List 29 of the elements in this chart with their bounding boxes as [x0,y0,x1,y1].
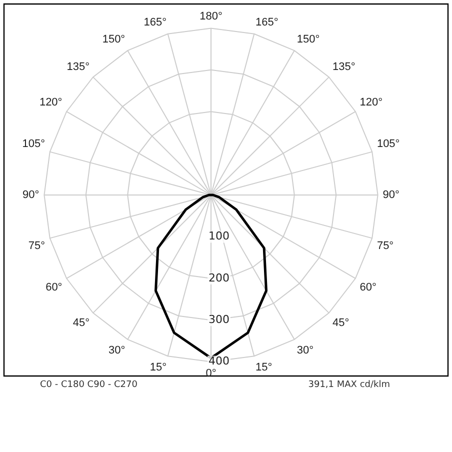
spoke-label: 60° [46,282,62,294]
spoke-label: 45° [332,317,350,330]
spoke-label: 15° [150,362,167,374]
spoke-label: 15° [255,362,272,374]
y-tick-label: 400 [208,354,230,368]
spoke-label: 75° [376,240,394,252]
spoke-label: 75° [28,240,46,252]
text: C0 - C180 C90 - C270 [40,380,138,390]
y-tick-label: 200 [208,271,230,284]
spoke-label: 120° [39,96,62,109]
y-tick-label: 300 [208,312,230,326]
spoke-label: 105° [22,138,46,150]
spoke-label: 135° [66,60,90,73]
text: 391,1 MAX cd/klm [308,380,390,390]
spoke-label: 180° [200,10,222,23]
spoke-label: 150° [102,34,126,46]
spoke-label: 30° [108,344,126,356]
spoke-label: 120° [360,96,383,109]
spoke-label: 30° [296,344,314,356]
spoke-label: 165° [144,16,167,28]
spoke-label: 90° [382,189,400,202]
y-tick-label: 100 [208,230,230,243]
spoke-label: 105° [376,138,400,150]
spoke-label: 90° [22,189,40,202]
spoke-label: 150° [296,34,320,46]
spoke-label: 45° [72,317,90,330]
spoke-label: 135° [332,60,356,73]
spoke-label: 60° [360,282,376,294]
spoke-label: 165° [255,16,278,28]
